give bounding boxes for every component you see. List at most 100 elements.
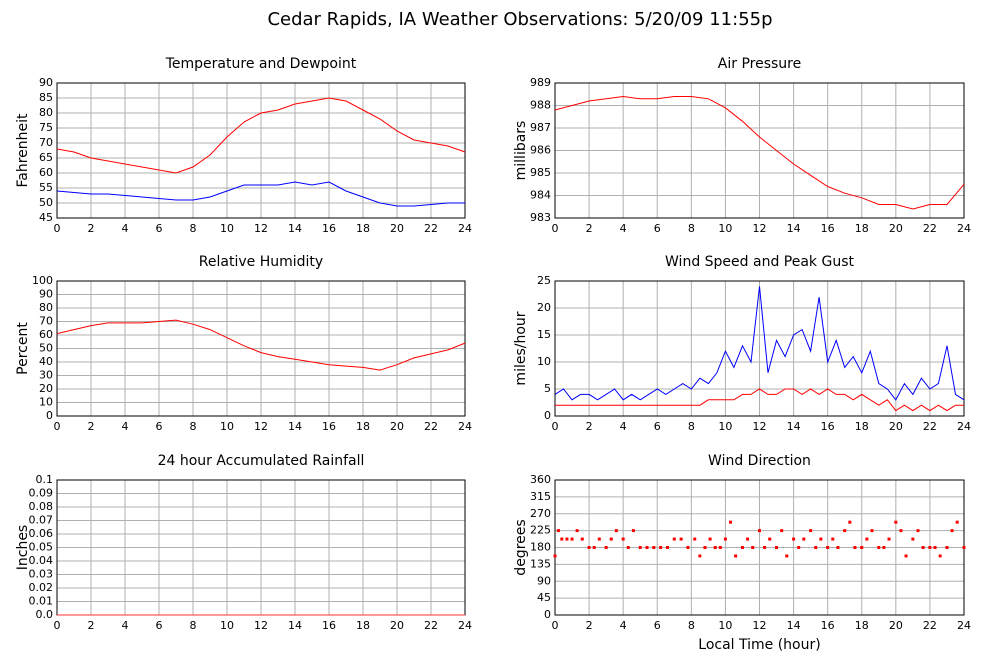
data-point (797, 546, 801, 549)
data-point (698, 554, 702, 558)
x-tick-label: 10 (718, 420, 732, 433)
subplot-title: Relative Humidity (199, 254, 323, 270)
x-tick-label: 0 (54, 420, 61, 433)
data-point (933, 546, 937, 549)
data-point (679, 537, 683, 541)
y-tick-label: 0.04 (29, 554, 54, 567)
y-tick-label: 25 (537, 274, 551, 287)
y-tick-label: 55 (39, 181, 53, 194)
y-tick-label: 985 (530, 166, 551, 179)
x-tick-label: 6 (654, 420, 661, 433)
data-point (587, 546, 591, 549)
data-point (556, 529, 560, 533)
x-tick-label: 16 (821, 222, 835, 235)
x-tick-label: 2 (88, 420, 95, 433)
data-point (938, 554, 942, 558)
data-point (703, 546, 707, 549)
x-tick-label: 12 (753, 619, 767, 632)
data-point (740, 546, 744, 549)
x-tick-label: 20 (889, 619, 903, 632)
data-point (652, 546, 656, 549)
x-tick-label: 14 (288, 420, 302, 433)
x-tick-label: 24 (458, 619, 472, 632)
y-tick-label: 50 (39, 196, 53, 209)
x-tick-label: 4 (620, 420, 627, 433)
data-point (860, 546, 864, 549)
y-tick-label: 984 (530, 189, 551, 202)
x-tick-label: 16 (322, 420, 336, 433)
y-axis-label: Fahrenheit (15, 113, 31, 188)
y-tick-label: 0.02 (29, 581, 54, 594)
x-tick-label: 20 (390, 420, 404, 433)
x-tick-label: 8 (688, 619, 695, 632)
data-point (877, 546, 881, 549)
data-point (826, 546, 830, 549)
x-tick-label: 10 (718, 619, 732, 632)
data-point (631, 529, 635, 533)
y-tick-label: 80 (39, 301, 53, 314)
data-point (955, 520, 959, 524)
y-tick-label: 70 (39, 315, 53, 328)
x-tick-label: 0 (552, 420, 559, 433)
y-tick-label: 0.09 (29, 487, 54, 500)
y-tick-label: 40 (39, 355, 53, 368)
x-tick-label: 0 (54, 619, 61, 632)
y-tick-label: 10 (39, 396, 53, 409)
data-point (686, 546, 690, 549)
data-point (614, 529, 618, 533)
data-point (592, 546, 596, 549)
data-point (718, 546, 722, 549)
x-tick-label: 14 (288, 619, 302, 632)
x-tick-label: 12 (254, 619, 268, 632)
y-tick-label: 45 (537, 591, 551, 604)
x-tick-label: 22 (424, 619, 438, 632)
plot-frame (56, 82, 466, 219)
x-tick-label: 8 (190, 420, 197, 433)
x-tick-label: 8 (190, 222, 197, 235)
y-tick-label: 986 (530, 144, 551, 157)
y-tick-label: 15 (537, 328, 551, 341)
x-tick-label: 16 (821, 420, 835, 433)
x-tick-label: 22 (923, 619, 937, 632)
subplot-title: Wind Direction (708, 453, 811, 469)
x-tick-label: 16 (322, 619, 336, 632)
data-point (645, 546, 649, 549)
data-point (904, 554, 908, 558)
y-tick-label: 270 (530, 507, 551, 520)
data-point (945, 546, 949, 549)
x-tick-label: 18 (356, 222, 370, 235)
data-point (950, 529, 954, 533)
data-point (814, 546, 818, 549)
data-point (911, 537, 915, 541)
data-line (56, 181, 465, 207)
y-tick-label: 75 (39, 121, 53, 134)
data-point (962, 546, 966, 549)
data-point (882, 546, 886, 549)
x-tick-label: 2 (88, 619, 95, 632)
data-line (554, 95, 965, 210)
y-tick-label: 85 (39, 91, 53, 104)
x-tick-label: 4 (620, 619, 627, 632)
data-point (894, 520, 898, 524)
x-tick-label: 22 (923, 222, 937, 235)
subplot-title: Air Pressure (718, 56, 801, 72)
data-point (865, 537, 869, 541)
x-axis-label: Local Time (hour) (698, 637, 820, 653)
x-tick-label: 0 (54, 222, 61, 235)
y-tick-label: 987 (530, 121, 551, 134)
x-tick-label: 4 (122, 420, 129, 433)
y-tick-label: 90 (537, 574, 551, 587)
x-tick-label: 22 (923, 420, 937, 433)
y-tick-label: 315 (530, 490, 551, 503)
x-tick-label: 24 (957, 619, 971, 632)
x-tick-label: 14 (787, 222, 801, 235)
x-tick-label: 14 (787, 619, 801, 632)
x-tick-label: 12 (753, 222, 767, 235)
data-point (570, 537, 574, 541)
data-point (916, 529, 920, 533)
x-tick-label: 2 (586, 222, 593, 235)
data-point (553, 554, 557, 558)
y-tick-label: 45 (39, 211, 53, 224)
